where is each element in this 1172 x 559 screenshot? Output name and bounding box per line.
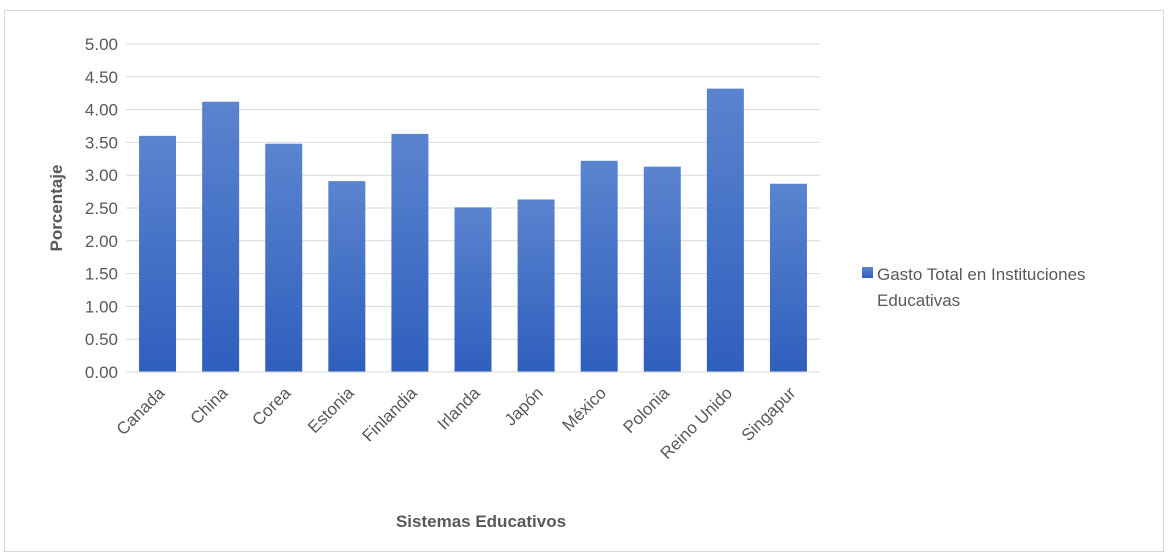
bar-corea — [265, 143, 303, 372]
bars — [139, 88, 807, 372]
legend-label-line-2: Educativas — [877, 291, 960, 310]
x-tick-label: Singapur — [738, 383, 800, 445]
x-tick-label: China — [187, 383, 232, 428]
x-axis-ticks: Canada China Corea Estonia Finlandia Irlanda J… — [113, 383, 800, 463]
bar-estonia — [328, 181, 366, 372]
bar-méxico — [580, 160, 618, 372]
x-tick-label: Irlanda — [434, 383, 485, 434]
y-tick-label: 0.00 — [85, 363, 118, 382]
x-tick-label: Estonia — [304, 383, 358, 437]
y-tick-label: 0.50 — [85, 330, 118, 349]
x-tick-label: Finlandia — [359, 383, 422, 446]
y-axis-ticks: 0.00 0.50 1.00 1.50 2.00 2.50 3.00 3.50 4.00 4.50… — [85, 35, 118, 382]
x-tick-label: Polonia — [620, 383, 674, 437]
bar-japón — [517, 199, 555, 372]
y-tick-label: 4.00 — [85, 101, 118, 120]
legend: Gasto Total en Instituciones Educativas — [862, 265, 1086, 310]
y-tick-label: 4.50 — [85, 68, 118, 87]
y-tick-label: 2.50 — [85, 199, 118, 218]
bar-canada — [139, 135, 177, 372]
y-tick-label: 5.00 — [85, 35, 118, 54]
bar-reino-unido — [706, 88, 744, 372]
bar-irlanda — [454, 207, 492, 372]
bar-china — [202, 101, 240, 372]
legend-swatch — [862, 267, 873, 278]
x-tick-label: Canada — [113, 383, 169, 439]
y-tick-label: 3.00 — [85, 166, 118, 185]
bar-singapur — [769, 183, 807, 372]
y-tick-label: 1.00 — [85, 297, 118, 316]
x-tick-label: México — [558, 383, 610, 435]
y-tick-label: 2.00 — [85, 232, 118, 251]
x-axis-title: Sistemas Educativos — [396, 512, 566, 531]
legend-label-line-1: Gasto Total en Instituciones — [877, 265, 1086, 284]
y-tick-label: 3.50 — [85, 133, 118, 152]
bar-finlandia — [391, 133, 429, 372]
y-axis-title: Porcentaje — [47, 165, 66, 252]
y-tick-label: 1.50 — [85, 265, 118, 284]
x-tick-label: Corea — [248, 383, 295, 430]
bar-polonia — [643, 166, 681, 372]
x-tick-label: Japón — [501, 383, 547, 429]
